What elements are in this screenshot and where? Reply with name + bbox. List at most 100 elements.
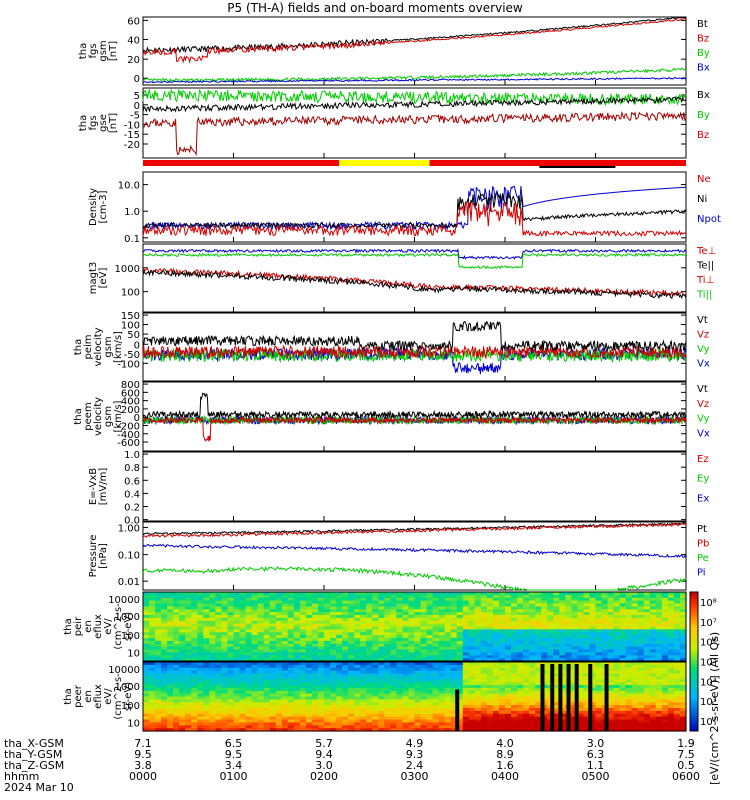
y-axis-label: tha fgs gsm [nT] [78,40,119,61]
footer-value: 6.5 [224,737,243,750]
y-tick-label: 0 [134,413,140,424]
data-gap-bar [550,664,555,731]
legend-entry: Vt [697,315,708,326]
y-axis-label-line: tha [73,339,84,355]
footer-row-label: tha_Z-GSM [4,759,65,772]
y-axis-label-line: eV/ [103,688,114,705]
data-gap-bar [566,664,571,731]
y-axis-label-line: gsm [103,336,114,357]
footer-value: 1.9 [677,737,695,750]
y-tick-label: 150 [121,311,140,322]
y-axis-label-line: peir [73,616,84,636]
state-bar-segment [339,160,430,166]
panel-temp: 1000 100 magt3 [eV] Te⊥ Te|| Ti⊥ Ti|| [88,243,716,313]
y-tick-label: 0.2 [124,503,140,514]
y-tick-label: 0.4 [124,489,140,500]
y-axis-label-line: [km/s] [113,331,124,363]
y-axis-label: E=-VxB [mV/m] [88,468,109,506]
footer-value: 9.5 [224,748,243,761]
data-gap-bar [588,664,593,731]
y-axis-label-line: velocity [93,327,104,366]
y-axis-label-line: sr-eV) [123,612,134,641]
footer-value: 8.9 [496,748,514,761]
y-tick-label: 100 [121,631,140,642]
y-axis-label-line: peem [83,402,94,430]
legend-entry: Ti|| [696,290,712,301]
series-line-ne [142,201,687,238]
panel-frame [142,451,687,522]
y-tick-label: 60 [127,16,140,27]
series-line-pe [142,565,687,591]
y-axis-label-line: [mV/m] [98,468,109,506]
y-axis-label-line: gsm [98,40,109,61]
y-tick-label: 10 [127,649,140,660]
y-axis-label-line: velocity [93,397,104,436]
series-line-pi [142,543,687,559]
panel-frame [142,591,687,662]
series-line-ti-par [142,252,687,270]
footer-value: 0.5 [677,759,695,772]
y-tick-label: 10000 [108,665,140,676]
y-tick-label: 200 [121,405,140,416]
footer-value: 4.9 [405,737,424,750]
legend-entry: Npot [697,214,721,225]
panel-efield: 1.0 0.8 0.6 0.4 0.2 0.0 E=-VxB [mV/m] Ez Ey Ex [88,450,709,527]
footer-date: 2024 Mar 10 [4,781,74,794]
y-axis-label-line: [nPa] [98,543,109,569]
legend-entry: Ez [697,454,709,465]
y-axis-label-line: en [83,690,94,703]
series-line-te-par [142,269,687,300]
footer-value: 3.4 [224,759,243,772]
y-axis-label-line: sr-eV) [123,682,134,711]
state-bar-segment [429,160,686,166]
footer-value: 3.0 [315,759,333,772]
footer-value: 6.3 [586,748,605,761]
panel-frame [142,381,687,452]
series-line-bz [142,17,687,64]
legend-entry: Vt [697,384,708,395]
legend-entry: Bz [697,34,709,45]
series-line-te-perp [142,267,687,297]
y-tick-label: 100 [121,321,140,332]
data-gap-bar [574,664,579,731]
y-axis-label-line: fgs [88,43,99,58]
footer-value: 7.1 [134,737,152,750]
y-axis-label-line: peer [73,684,84,708]
footer-value: 3.8 [134,759,152,772]
footer-value: 1.6 [496,759,514,772]
legend-entry: Vx [697,428,710,439]
y-tick-label: 0.8 [124,463,140,474]
y-axis-label-line: magt3 [88,262,99,295]
y-tick-label: 400 [121,397,140,408]
state-bar-segment [143,160,340,166]
colorbar-tick-label: 10⁷ [700,618,717,629]
legend-entry: Vx [697,359,710,370]
y-tick-label: 0.1 [124,234,140,245]
y-tick-label: 10000 [108,595,140,606]
legend-entry: Pi [697,568,706,579]
legend-entry: Bz [697,130,709,141]
y-tick-label: 1000 [115,612,140,623]
footer-value: 9.4 [315,748,333,761]
y-tick-label: -15 [124,130,140,141]
y-tick-label: -5 [130,111,140,122]
y-tick-label: -200 [117,421,140,432]
y-tick-label: 5 [134,91,140,102]
colorbar-tick-label: 10² [700,717,717,728]
y-axis-label-line: gsm [103,406,114,427]
y-tick-label: 1000 [115,682,140,693]
y-tick-label: 600 [121,388,140,399]
series-line-bx [142,95,687,113]
series-line-bt [142,16,687,54]
legend-entry: Bx [697,63,710,74]
footer-value: 2.4 [405,759,424,772]
colorbar-tick-label: 10⁸ [700,598,717,609]
y-axis-label-line: eflux [93,614,104,639]
series-line-vt [142,392,687,420]
legend-entry: Te⊥ [696,246,716,257]
y-axis-label-line: en [83,620,94,633]
y-axis-label-line: [nT] [108,41,119,61]
spectrogram-peir [142,591,687,662]
footer-value: 0000 [129,770,157,783]
